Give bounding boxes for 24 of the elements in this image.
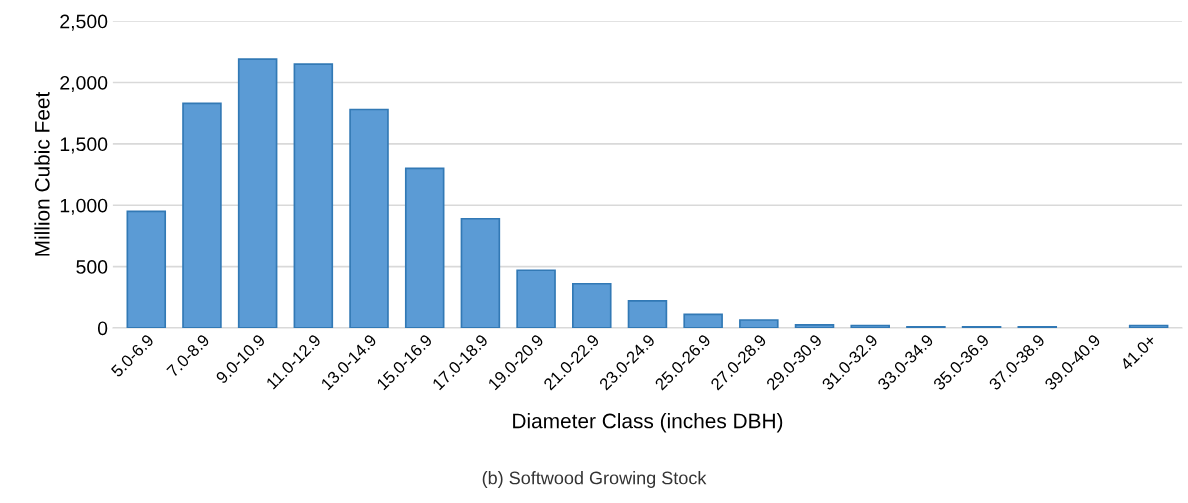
y-tick-label: 0 <box>97 321 108 336</box>
bar <box>627 300 668 328</box>
x-axis-title: Diameter Class (inches DBH) <box>513 413 783 433</box>
bar <box>349 108 389 328</box>
bar <box>293 63 334 328</box>
y-tick-label: 2,500 <box>60 14 108 31</box>
y-tick-label: 500 <box>76 260 108 274</box>
bar <box>1128 324 1169 328</box>
bar <box>404 167 445 328</box>
bar <box>683 313 723 328</box>
bar <box>516 269 556 328</box>
bar <box>572 282 612 328</box>
bar <box>126 210 167 328</box>
bar <box>794 324 835 328</box>
bar <box>237 58 278 328</box>
bar <box>850 324 890 328</box>
y-tick-label: 2,000 <box>60 75 108 93</box>
bar <box>460 217 501 328</box>
y-tick-label: 1,000 <box>60 198 108 215</box>
bar <box>182 102 222 328</box>
y-tick-label: 1,500 <box>60 137 108 154</box>
text: (b) Softwood Growing Stock <box>482 471 707 488</box>
bar <box>739 319 779 328</box>
y-axis-title: Million Cubic Feet <box>34 91 50 256</box>
